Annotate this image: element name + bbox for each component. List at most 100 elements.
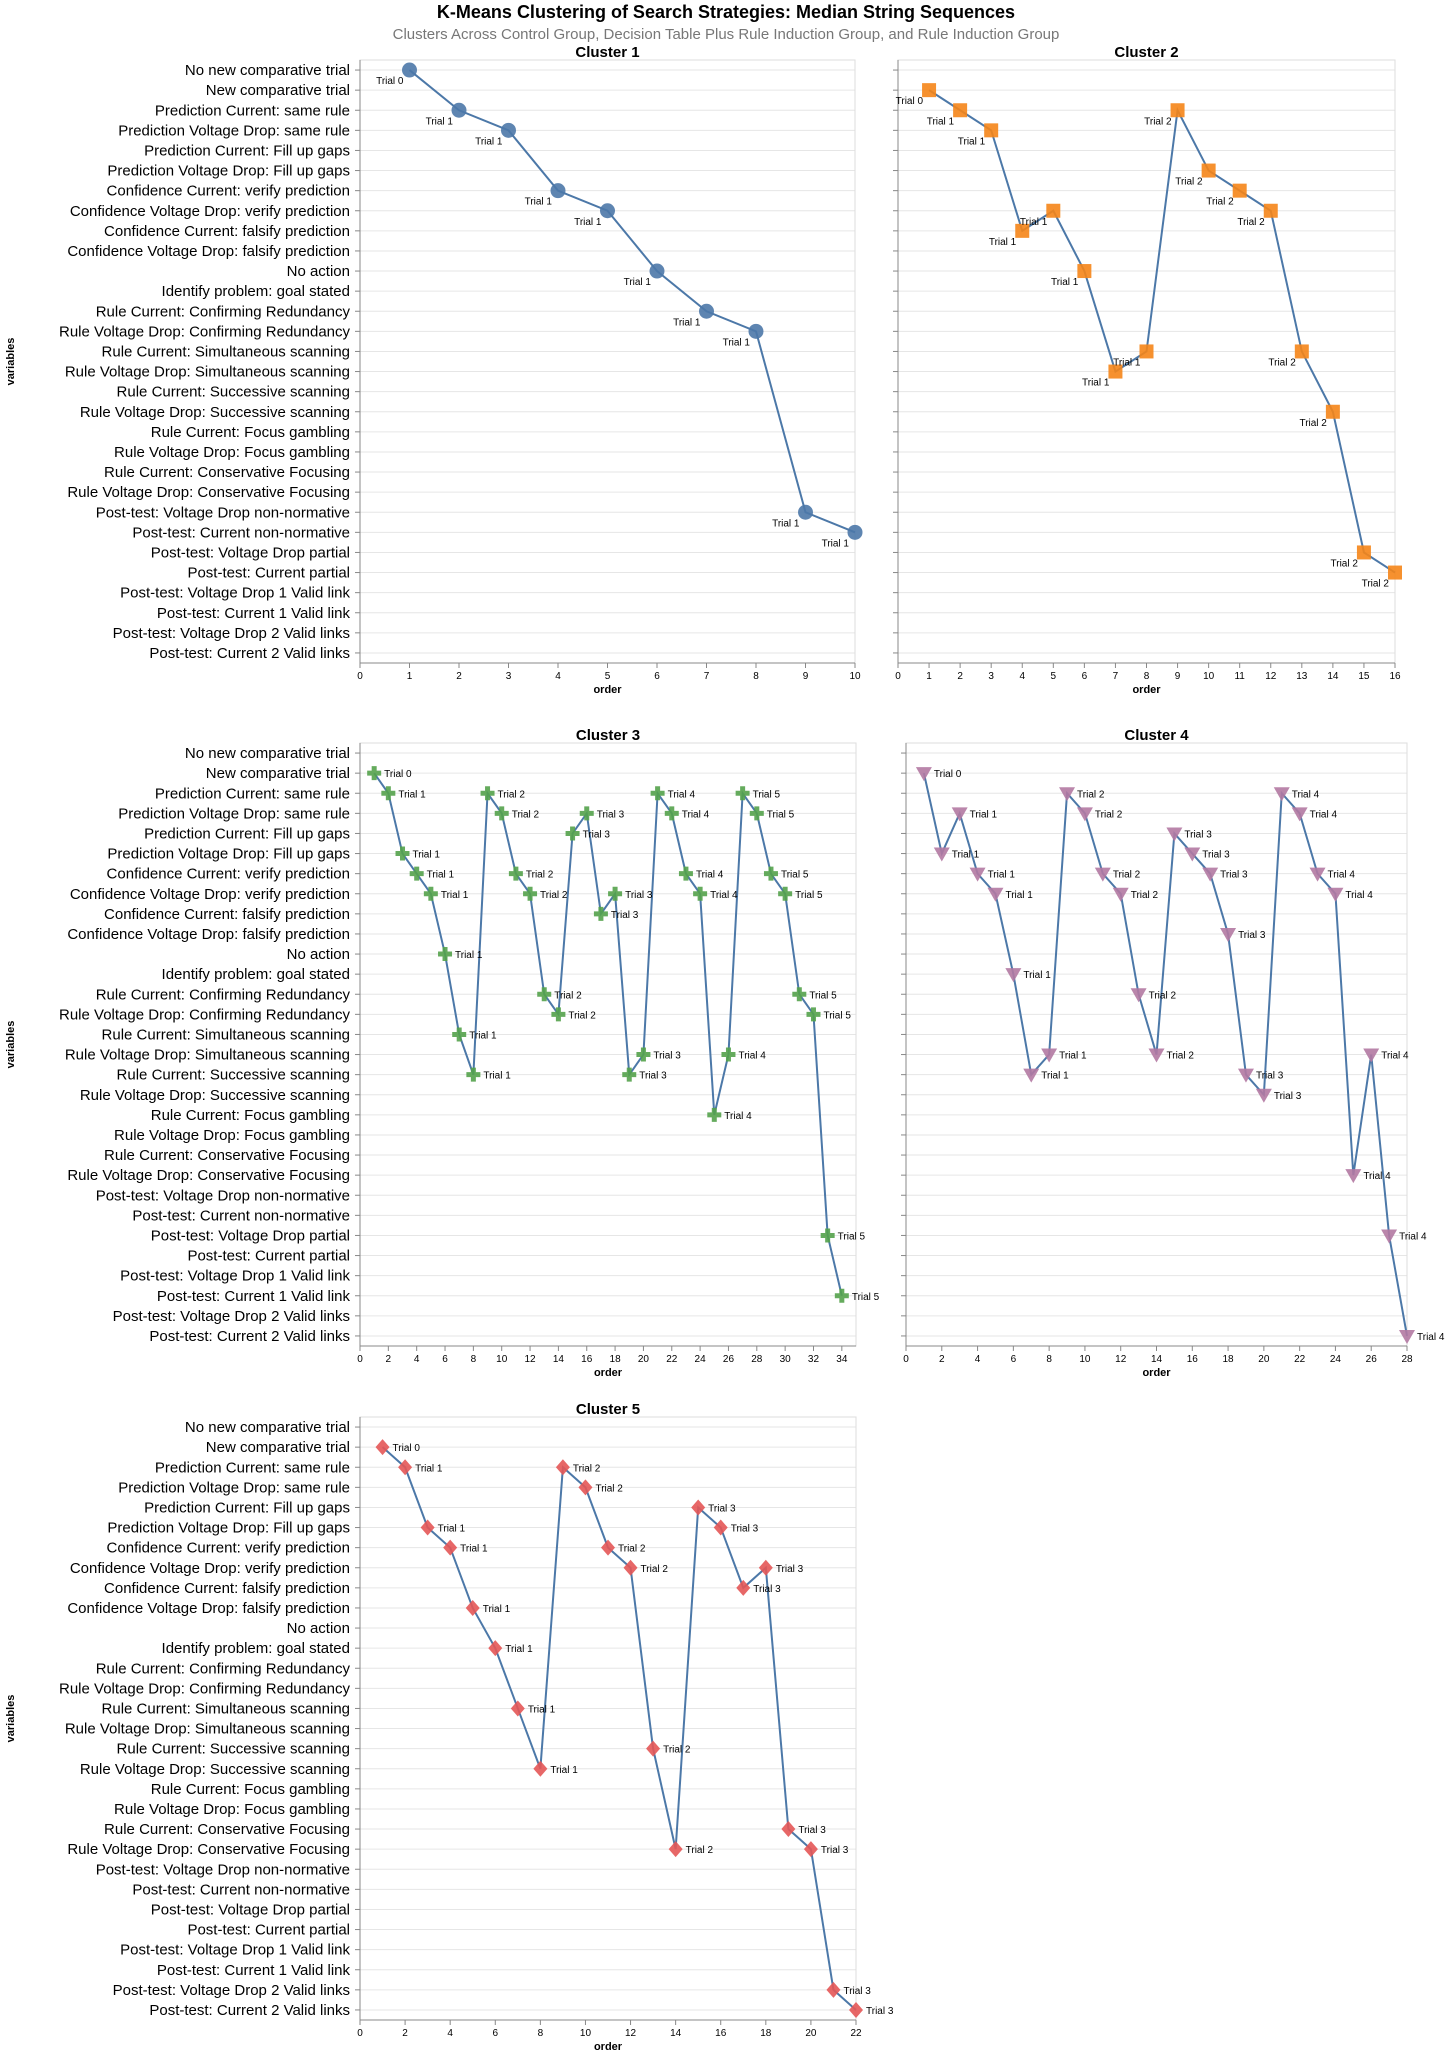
data-label: Trial 1 bbox=[398, 789, 426, 800]
data-point bbox=[1399, 1329, 1415, 1344]
x-tick-label: 8 bbox=[753, 671, 759, 682]
data-point bbox=[1139, 344, 1154, 359]
data-point bbox=[1059, 787, 1076, 802]
x-tick-label: 26 bbox=[1366, 1354, 1378, 1365]
data-point bbox=[1232, 183, 1247, 198]
data-point bbox=[1220, 927, 1237, 942]
data-label: Trial 1 bbox=[415, 1463, 443, 1474]
data-label: Trial 2 bbox=[663, 1745, 691, 1756]
data-point bbox=[1094, 867, 1111, 882]
data-point bbox=[600, 203, 615, 219]
data-point bbox=[555, 1459, 570, 1476]
x-tick-label: 12 bbox=[524, 1354, 536, 1365]
data-point bbox=[623, 1559, 638, 1576]
data-label: Trial 1 bbox=[550, 1765, 578, 1776]
data-label: Trial 1 bbox=[927, 116, 955, 127]
data-point bbox=[693, 886, 708, 901]
data-label: Trial 3 bbox=[843, 1986, 871, 1997]
data-point bbox=[1023, 1068, 1040, 1083]
x-tick-label: 7 bbox=[1113, 671, 1119, 682]
data-label: Trial 2 bbox=[618, 1544, 646, 1555]
x-tick-label: 4 bbox=[414, 1354, 420, 1365]
y-tick-label: Confidence Voltage Drop: verify predicti… bbox=[70, 1560, 350, 1577]
data-point bbox=[1112, 887, 1129, 902]
data-point bbox=[608, 886, 623, 901]
y-tick-label: Rule Current: Confirming Redundancy bbox=[96, 986, 351, 1003]
data-point bbox=[1077, 264, 1092, 279]
x-tick-label: 4 bbox=[975, 1354, 981, 1365]
data-label: Trial 5 bbox=[823, 1010, 851, 1021]
y-tick-label: Rule Voltage Drop: Successive scanning bbox=[80, 1761, 350, 1778]
series-line bbox=[928, 89, 1396, 574]
x-tick-label: 6 bbox=[654, 671, 660, 682]
x-tick-label: 5 bbox=[605, 671, 611, 682]
series-line bbox=[373, 772, 843, 1296]
data-label: Trial 1 bbox=[958, 136, 986, 147]
data-point bbox=[1273, 787, 1290, 802]
data-point bbox=[395, 846, 410, 861]
data-point bbox=[969, 867, 986, 882]
y-tick-label: Rule Current: Conservative Focusing bbox=[104, 1821, 350, 1838]
data-label: Trial 2 bbox=[1299, 418, 1327, 429]
y-tick-label: Rule Voltage Drop: Conservative Focusing bbox=[67, 1167, 350, 1184]
y-tick-label: Confidence Current: falsify prediction bbox=[104, 223, 350, 240]
data-point bbox=[381, 786, 396, 801]
panel-cluster-3: Cluster 3 No new comparative trial New com… bbox=[5, 727, 880, 1379]
x-tick-label: 2 bbox=[939, 1354, 945, 1365]
y-tick-label: New comparative trial bbox=[206, 1439, 350, 1456]
data-label: Trial 3 bbox=[708, 1503, 736, 1514]
y-tick-label: Rule Voltage Drop: Simultaneous scanning bbox=[65, 364, 350, 381]
data-point bbox=[678, 866, 693, 881]
series-line bbox=[381, 1446, 857, 2011]
panel-cluster-1: Cluster 1 No new comparative trial New com… bbox=[5, 44, 863, 696]
y-axis-title: variables bbox=[5, 1695, 17, 1743]
y-tick-label: Prediction Voltage Drop: Fill up gaps bbox=[107, 1520, 350, 1537]
data-label: Trial 3 bbox=[1202, 850, 1230, 861]
data-point bbox=[1005, 968, 1022, 983]
y-tick-label: Post-test: Current partial bbox=[187, 1248, 350, 1265]
x-tick-label: 10 bbox=[580, 2028, 592, 2039]
x-tick-label: 14 bbox=[553, 1354, 565, 1365]
data-point bbox=[834, 1288, 849, 1303]
y-tick-label: No new comparative trial bbox=[185, 1419, 350, 1436]
x-tick-label: 4 bbox=[555, 671, 561, 682]
data-point bbox=[953, 103, 968, 118]
data-label: Trial 0 bbox=[384, 769, 412, 780]
data-point bbox=[849, 2001, 863, 2018]
y-tick-label: Post-test: Current 1 Valid link bbox=[157, 1962, 351, 1979]
x-tick-label: 20 bbox=[805, 2028, 817, 2039]
data-point bbox=[443, 1539, 458, 1556]
x-axis-title: order bbox=[1132, 684, 1161, 696]
y-tick-label: Rule Current: Focus gambling bbox=[151, 424, 350, 441]
y-tick-label: No new comparative trial bbox=[185, 745, 350, 762]
x-tick-label: 22 bbox=[1294, 1354, 1306, 1365]
x-tick-label: 8 bbox=[471, 1354, 477, 1365]
data-label: Trial 1 bbox=[528, 1704, 556, 1715]
data-point bbox=[1202, 867, 1219, 882]
data-label: Trial 1 bbox=[460, 1544, 488, 1555]
data-label: Trial 2 bbox=[1331, 558, 1359, 569]
x-tick-label: 34 bbox=[836, 1354, 848, 1365]
data-label: Trial 1 bbox=[1023, 970, 1051, 981]
y-tick-label: Post-test: Voltage Drop non-normative bbox=[96, 504, 350, 521]
x-tick-label: 12 bbox=[1265, 671, 1277, 682]
data-point bbox=[847, 524, 863, 540]
data-point bbox=[820, 1228, 835, 1243]
panel-title: Cluster 2 bbox=[1114, 44, 1178, 61]
panel-title: Cluster 4 bbox=[1124, 727, 1189, 744]
data-label: Trial 3 bbox=[866, 2006, 894, 2017]
data-label: Trial 3 bbox=[1256, 1071, 1284, 1082]
x-axis-title: order bbox=[1142, 1367, 1171, 1379]
data-label: Trial 3 bbox=[776, 1564, 804, 1575]
data-point bbox=[713, 1519, 728, 1536]
x-tick-label: 0 bbox=[357, 2028, 363, 2039]
x-tick-label: 0 bbox=[357, 671, 363, 682]
x-tick-label: 18 bbox=[760, 2028, 772, 2039]
y-tick-label: No action bbox=[287, 946, 350, 963]
data-point bbox=[699, 303, 714, 319]
data-point bbox=[398, 1459, 413, 1476]
data-point bbox=[533, 1760, 548, 1777]
x-tick-label: 10 bbox=[496, 1354, 508, 1365]
data-point bbox=[1291, 807, 1308, 822]
x-tick-label: 16 bbox=[1187, 1354, 1199, 1365]
